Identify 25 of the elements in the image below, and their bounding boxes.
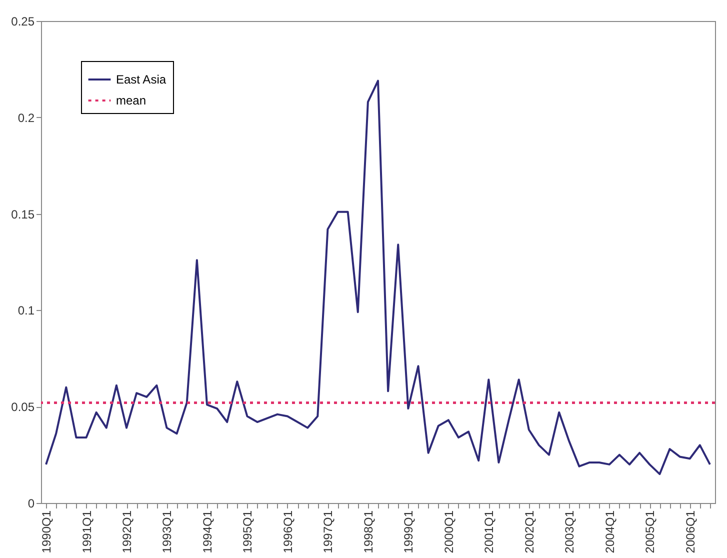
y-tick-label: 0.2 [18,110,35,125]
y-tick-label: 0.25 [11,14,35,28]
x-tick-label: 2004Q1 [602,510,617,554]
x-tick-label: 1993Q1 [160,510,174,554]
x-tick-label: 1990Q1 [40,510,54,554]
x-tick-label: 2005Q1 [643,510,658,554]
y-tick-label: 0.05 [11,400,35,414]
x-tick-label: 1998Q1 [361,510,376,554]
y-tick-label: 0 [28,496,35,510]
x-tick-label: 2002Q1 [522,510,536,554]
x-tick-label: 1991Q1 [80,510,94,554]
x-tick-label: 1999Q1 [402,510,416,554]
x-tick-label: 2003Q1 [562,510,577,554]
x-tick-label: 2006Q1 [683,510,698,554]
y-tick-label: 0.15 [11,207,35,222]
x-tick-label: 1992Q1 [120,510,134,554]
y-tick-label: 0.1 [18,304,35,318]
x-tick-label: 1994Q1 [200,510,214,554]
x-tick-label: 1995Q1 [240,510,255,554]
x-tick-label: 2000Q1 [442,510,456,554]
legend-label: East Asia [116,72,166,86]
x-tick-label: 1997Q1 [321,510,336,554]
x-tick-label: 1996Q1 [280,510,295,554]
legend-label: mean [116,94,146,108]
x-tick-label: 2001Q1 [482,510,496,554]
